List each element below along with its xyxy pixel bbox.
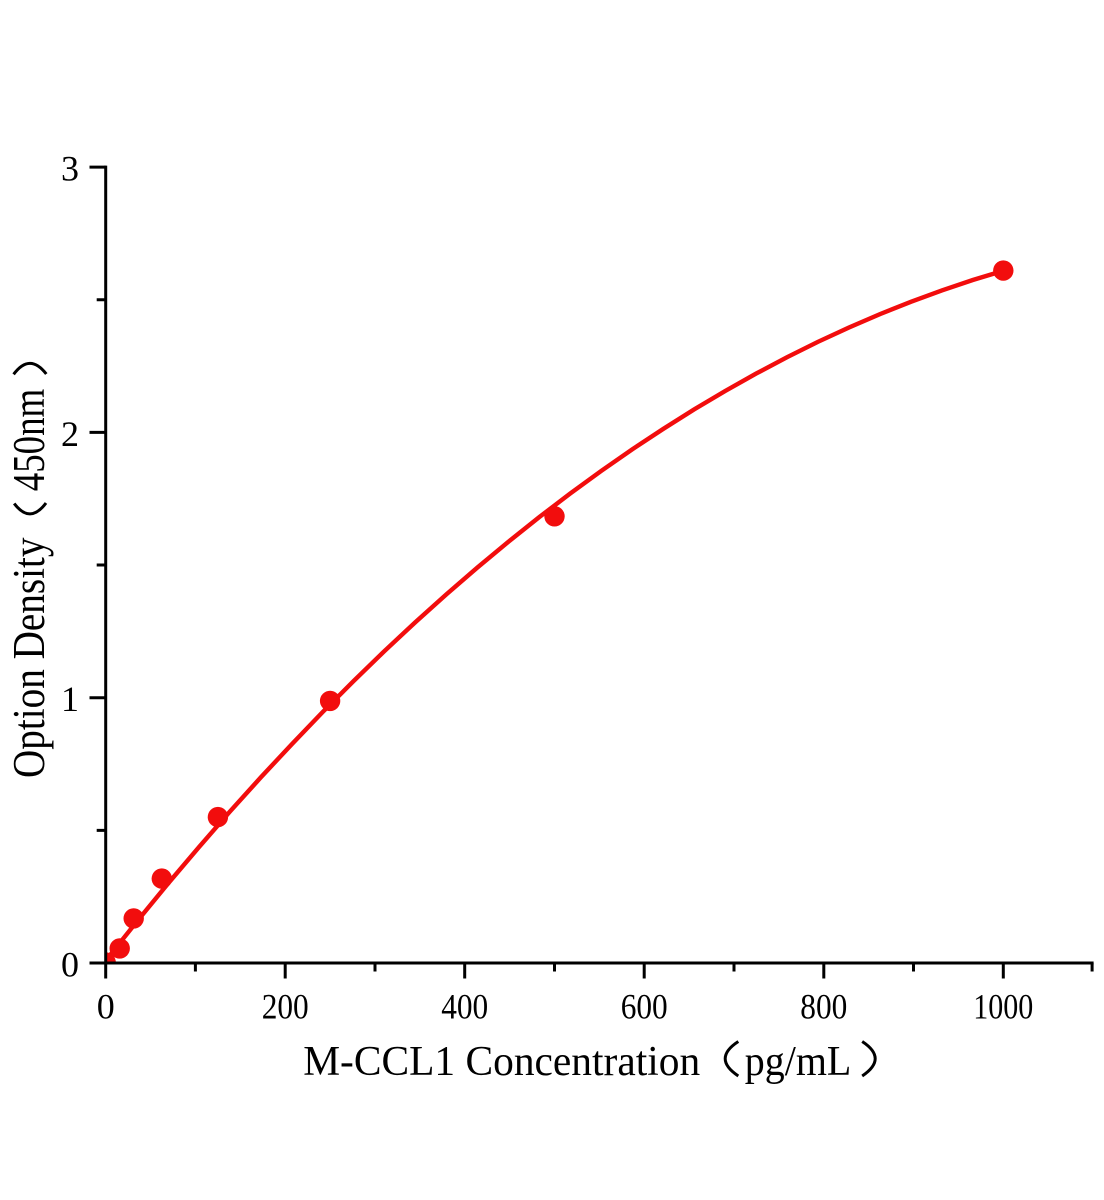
svg-text:800: 800 — [800, 987, 847, 1027]
svg-text:3: 3 — [61, 149, 79, 189]
svg-text:1: 1 — [61, 679, 79, 719]
svg-text:Option Density: Option Density — [4, 537, 54, 778]
svg-text:0: 0 — [97, 987, 115, 1027]
svg-text:pg/mL: pg/mL — [745, 1038, 852, 1085]
svg-text:200: 200 — [262, 987, 309, 1027]
svg-text:M-CCL1 Concentration: M-CCL1 Concentration — [303, 1038, 700, 1085]
svg-text:2: 2 — [61, 414, 79, 454]
svg-text:1000: 1000 — [973, 987, 1033, 1027]
svg-text:400: 400 — [441, 987, 488, 1027]
svg-text:450nm: 450nm — [4, 389, 54, 492]
svg-text:0: 0 — [61, 945, 79, 985]
svg-text:600: 600 — [621, 987, 668, 1027]
